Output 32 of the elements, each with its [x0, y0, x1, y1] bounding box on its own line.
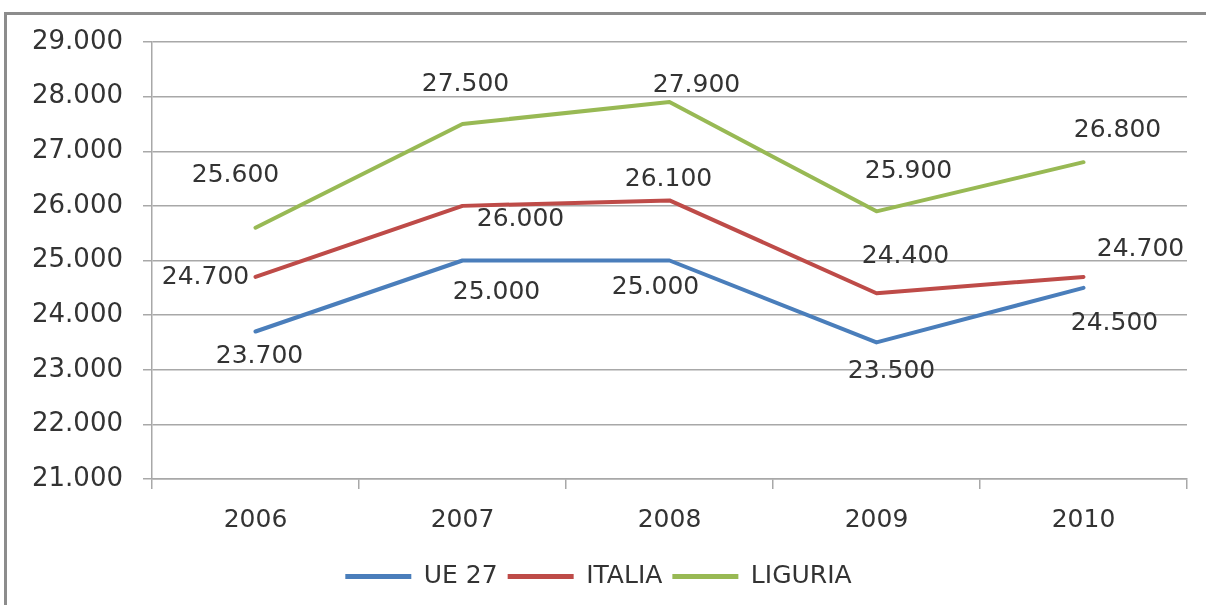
data-label: 26.800 [1073, 113, 1162, 143]
y-tick-label: 27.000 [32, 134, 123, 164]
y-tick-label: 26.000 [32, 188, 123, 219]
y-tick-label: 25.000 [32, 243, 123, 274]
y-tick-label: 24.000 [32, 297, 123, 328]
data-label: 25.600 [191, 159, 280, 189]
y-tick-label: 23.000 [32, 352, 123, 383]
data-label: 26.100 [624, 162, 713, 192]
x-tick-label: 2009 [844, 503, 909, 533]
data-label: 27.500 [421, 68, 510, 98]
data-label: 24.700 [1096, 233, 1185, 263]
data-label: 23.700 [215, 340, 304, 370]
data-label: 24.500 [1070, 307, 1159, 337]
legend-label: LIGURIA [750, 560, 852, 589]
x-tick-label: 2010 [1051, 503, 1116, 533]
x-tick-label: 2008 [637, 503, 702, 533]
x-tick-label: 2006 [223, 503, 288, 533]
x-tick-label: 2007 [430, 503, 495, 533]
data-label: 24.700 [161, 261, 250, 291]
legend-label: ITALIA [586, 560, 663, 589]
legend-label: UE 27 [423, 560, 498, 589]
y-tick-label: 29.000 [32, 24, 123, 55]
y-tick-label: 22.000 [32, 407, 123, 438]
y-tick-label: 21.000 [32, 461, 123, 492]
data-label: 25.000 [452, 276, 541, 305]
data-label: 25.000 [611, 271, 700, 300]
data-label: 26.000 [476, 203, 565, 233]
data-label: 27.900 [652, 68, 741, 98]
data-label: 23.500 [847, 354, 936, 384]
y-tick-label: 28.000 [32, 79, 123, 110]
data-label: 25.900 [864, 154, 953, 184]
data-label: 24.400 [861, 239, 950, 269]
